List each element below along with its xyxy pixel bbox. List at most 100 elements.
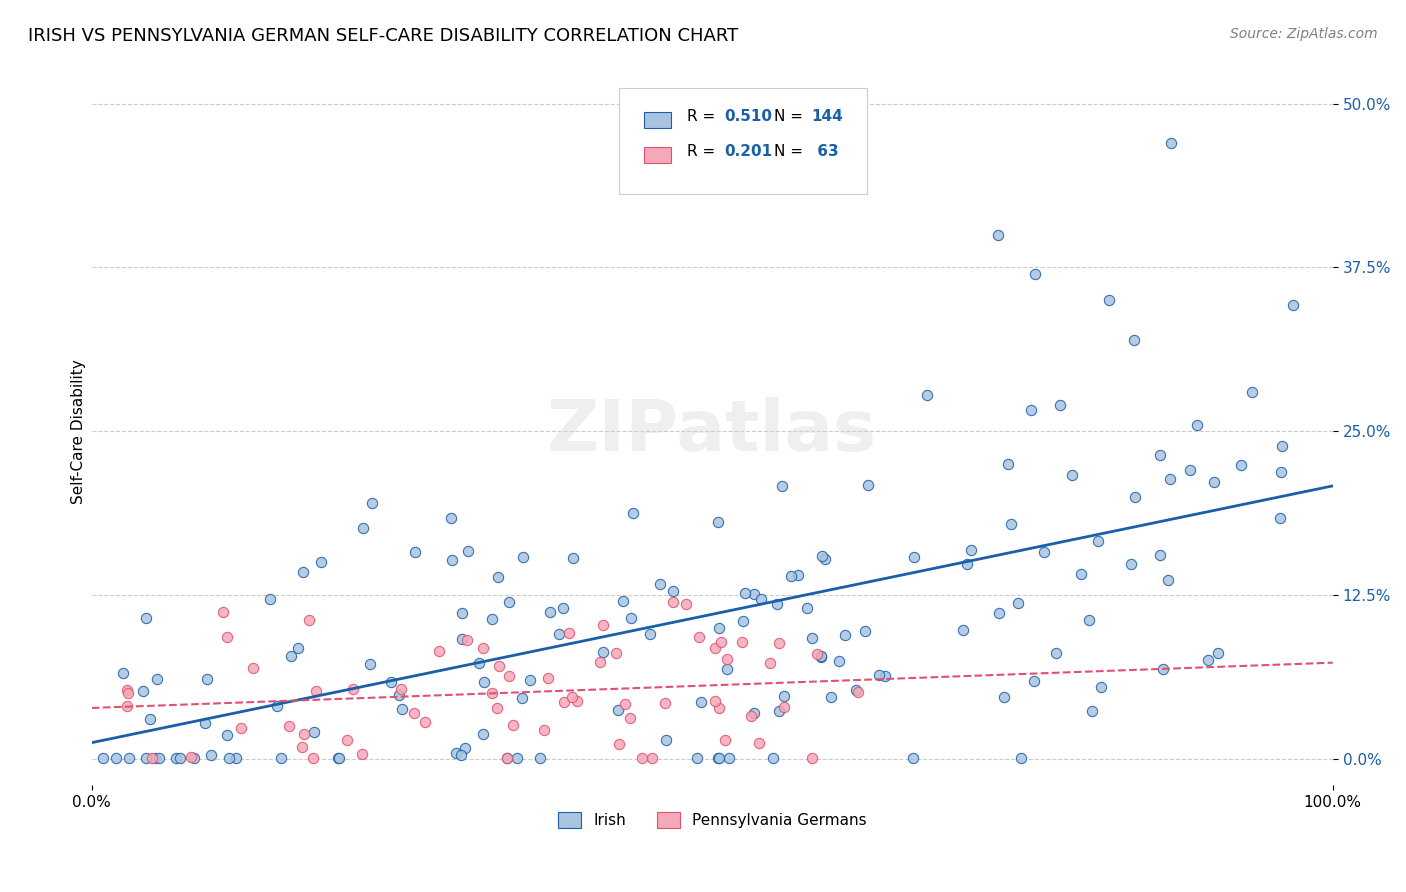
- Pennsylvania Germans: [641, 750, 664, 764]
- Irish: [814, 552, 837, 566]
- Irish: [352, 521, 374, 535]
- Pennsylvania Germans: [558, 625, 581, 640]
- Irish: [716, 662, 738, 676]
- Text: IRISH VS PENNSYLVANIA GERMAN SELF-CARE DISABILITY CORRELATION CHART: IRISH VS PENNSYLVANIA GERMAN SELF-CARE D…: [28, 27, 738, 45]
- Irish: [997, 457, 1019, 471]
- Irish: [1206, 646, 1229, 660]
- Irish: [280, 648, 302, 663]
- Irish: [770, 479, 793, 493]
- Irish: [901, 750, 924, 764]
- Irish: [118, 750, 141, 764]
- Pennsylvania Germans: [294, 726, 316, 740]
- Pennsylvania Germans: [800, 750, 823, 764]
- Irish: [648, 577, 671, 591]
- Pennsylvania Germans: [713, 733, 735, 747]
- Irish: [993, 690, 1015, 705]
- Text: Source: ZipAtlas.com: Source: ZipAtlas.com: [1230, 27, 1378, 41]
- Irish: [1000, 517, 1022, 532]
- Irish: [495, 750, 517, 764]
- Irish: [217, 728, 239, 742]
- Pennsylvania Germans: [707, 701, 730, 715]
- Pennsylvania Germans: [768, 636, 790, 650]
- Pennsylvania Germans: [298, 614, 321, 628]
- Irish: [1011, 750, 1033, 764]
- Text: N =: N =: [775, 109, 808, 124]
- Irish: [391, 701, 413, 715]
- Irish: [856, 478, 879, 492]
- FancyBboxPatch shape: [619, 88, 868, 194]
- Pennsylvania Germans: [704, 694, 727, 708]
- Irish: [820, 690, 842, 705]
- Pennsylvania Germans: [605, 646, 627, 660]
- Irish: [1033, 545, 1056, 559]
- Y-axis label: Self-Care Disability: Self-Care Disability: [72, 359, 86, 504]
- Pennsylvania Germans: [117, 698, 139, 713]
- Irish: [148, 750, 170, 764]
- Irish: [440, 511, 463, 525]
- Pennsylvania Germans: [703, 641, 725, 656]
- Pennsylvania Germans: [654, 696, 676, 710]
- Irish: [1024, 674, 1046, 689]
- Irish: [718, 750, 741, 764]
- Text: N =: N =: [775, 145, 808, 160]
- Irish: [744, 587, 766, 601]
- Pennsylvania Germans: [759, 656, 782, 670]
- Pennsylvania Germans: [730, 635, 752, 649]
- Irish: [135, 611, 157, 625]
- Pennsylvania Germans: [456, 633, 478, 648]
- Pennsylvania Germans: [229, 721, 252, 735]
- Irish: [828, 654, 851, 668]
- Irish: [638, 627, 661, 641]
- Irish: [1045, 646, 1067, 660]
- Irish: [766, 597, 789, 611]
- Irish: [548, 627, 571, 641]
- Pennsylvania Germans: [278, 718, 301, 732]
- FancyBboxPatch shape: [644, 112, 671, 128]
- Pennsylvania Germans: [662, 595, 685, 609]
- Pennsylvania Germans: [773, 700, 796, 714]
- Pennsylvania Germans: [498, 669, 520, 683]
- Irish: [780, 569, 803, 583]
- Irish: [225, 750, 247, 764]
- Irish: [1152, 662, 1174, 676]
- Irish: [1149, 548, 1171, 562]
- Irish: [868, 668, 890, 682]
- Irish: [259, 592, 281, 607]
- Irish: [1202, 475, 1225, 490]
- Irish: [486, 570, 509, 584]
- Pennsylvania Germans: [342, 681, 364, 696]
- Irish: [987, 227, 1010, 242]
- Irish: [1049, 398, 1071, 412]
- Pennsylvania Germans: [806, 648, 828, 662]
- Pennsylvania Germans: [305, 684, 328, 698]
- Irish: [707, 515, 730, 529]
- Irish: [749, 591, 772, 606]
- Irish: [112, 665, 135, 680]
- Irish: [801, 631, 824, 645]
- Irish: [621, 506, 644, 520]
- Irish: [165, 750, 187, 764]
- Irish: [270, 750, 292, 764]
- Irish: [1090, 680, 1112, 694]
- Irish: [266, 699, 288, 714]
- Text: R =: R =: [688, 145, 721, 160]
- Pennsylvania Germans: [335, 732, 357, 747]
- Pennsylvania Germans: [350, 747, 373, 761]
- Pennsylvania Germans: [402, 706, 425, 720]
- Irish: [529, 750, 551, 764]
- Irish: [326, 750, 349, 764]
- Irish: [91, 750, 114, 764]
- Irish: [1123, 490, 1146, 504]
- Irish: [451, 632, 474, 646]
- Irish: [183, 750, 205, 764]
- Pennsylvania Germans: [553, 695, 575, 709]
- Irish: [762, 750, 785, 764]
- Pennsylvania Germans: [592, 618, 614, 632]
- Irish: [1123, 333, 1146, 347]
- Irish: [361, 496, 384, 510]
- Irish: [1019, 402, 1042, 417]
- Irish: [612, 594, 634, 608]
- Pennsylvania Germans: [561, 690, 583, 705]
- Pennsylvania Germans: [217, 630, 239, 644]
- Pennsylvania Germans: [141, 750, 163, 764]
